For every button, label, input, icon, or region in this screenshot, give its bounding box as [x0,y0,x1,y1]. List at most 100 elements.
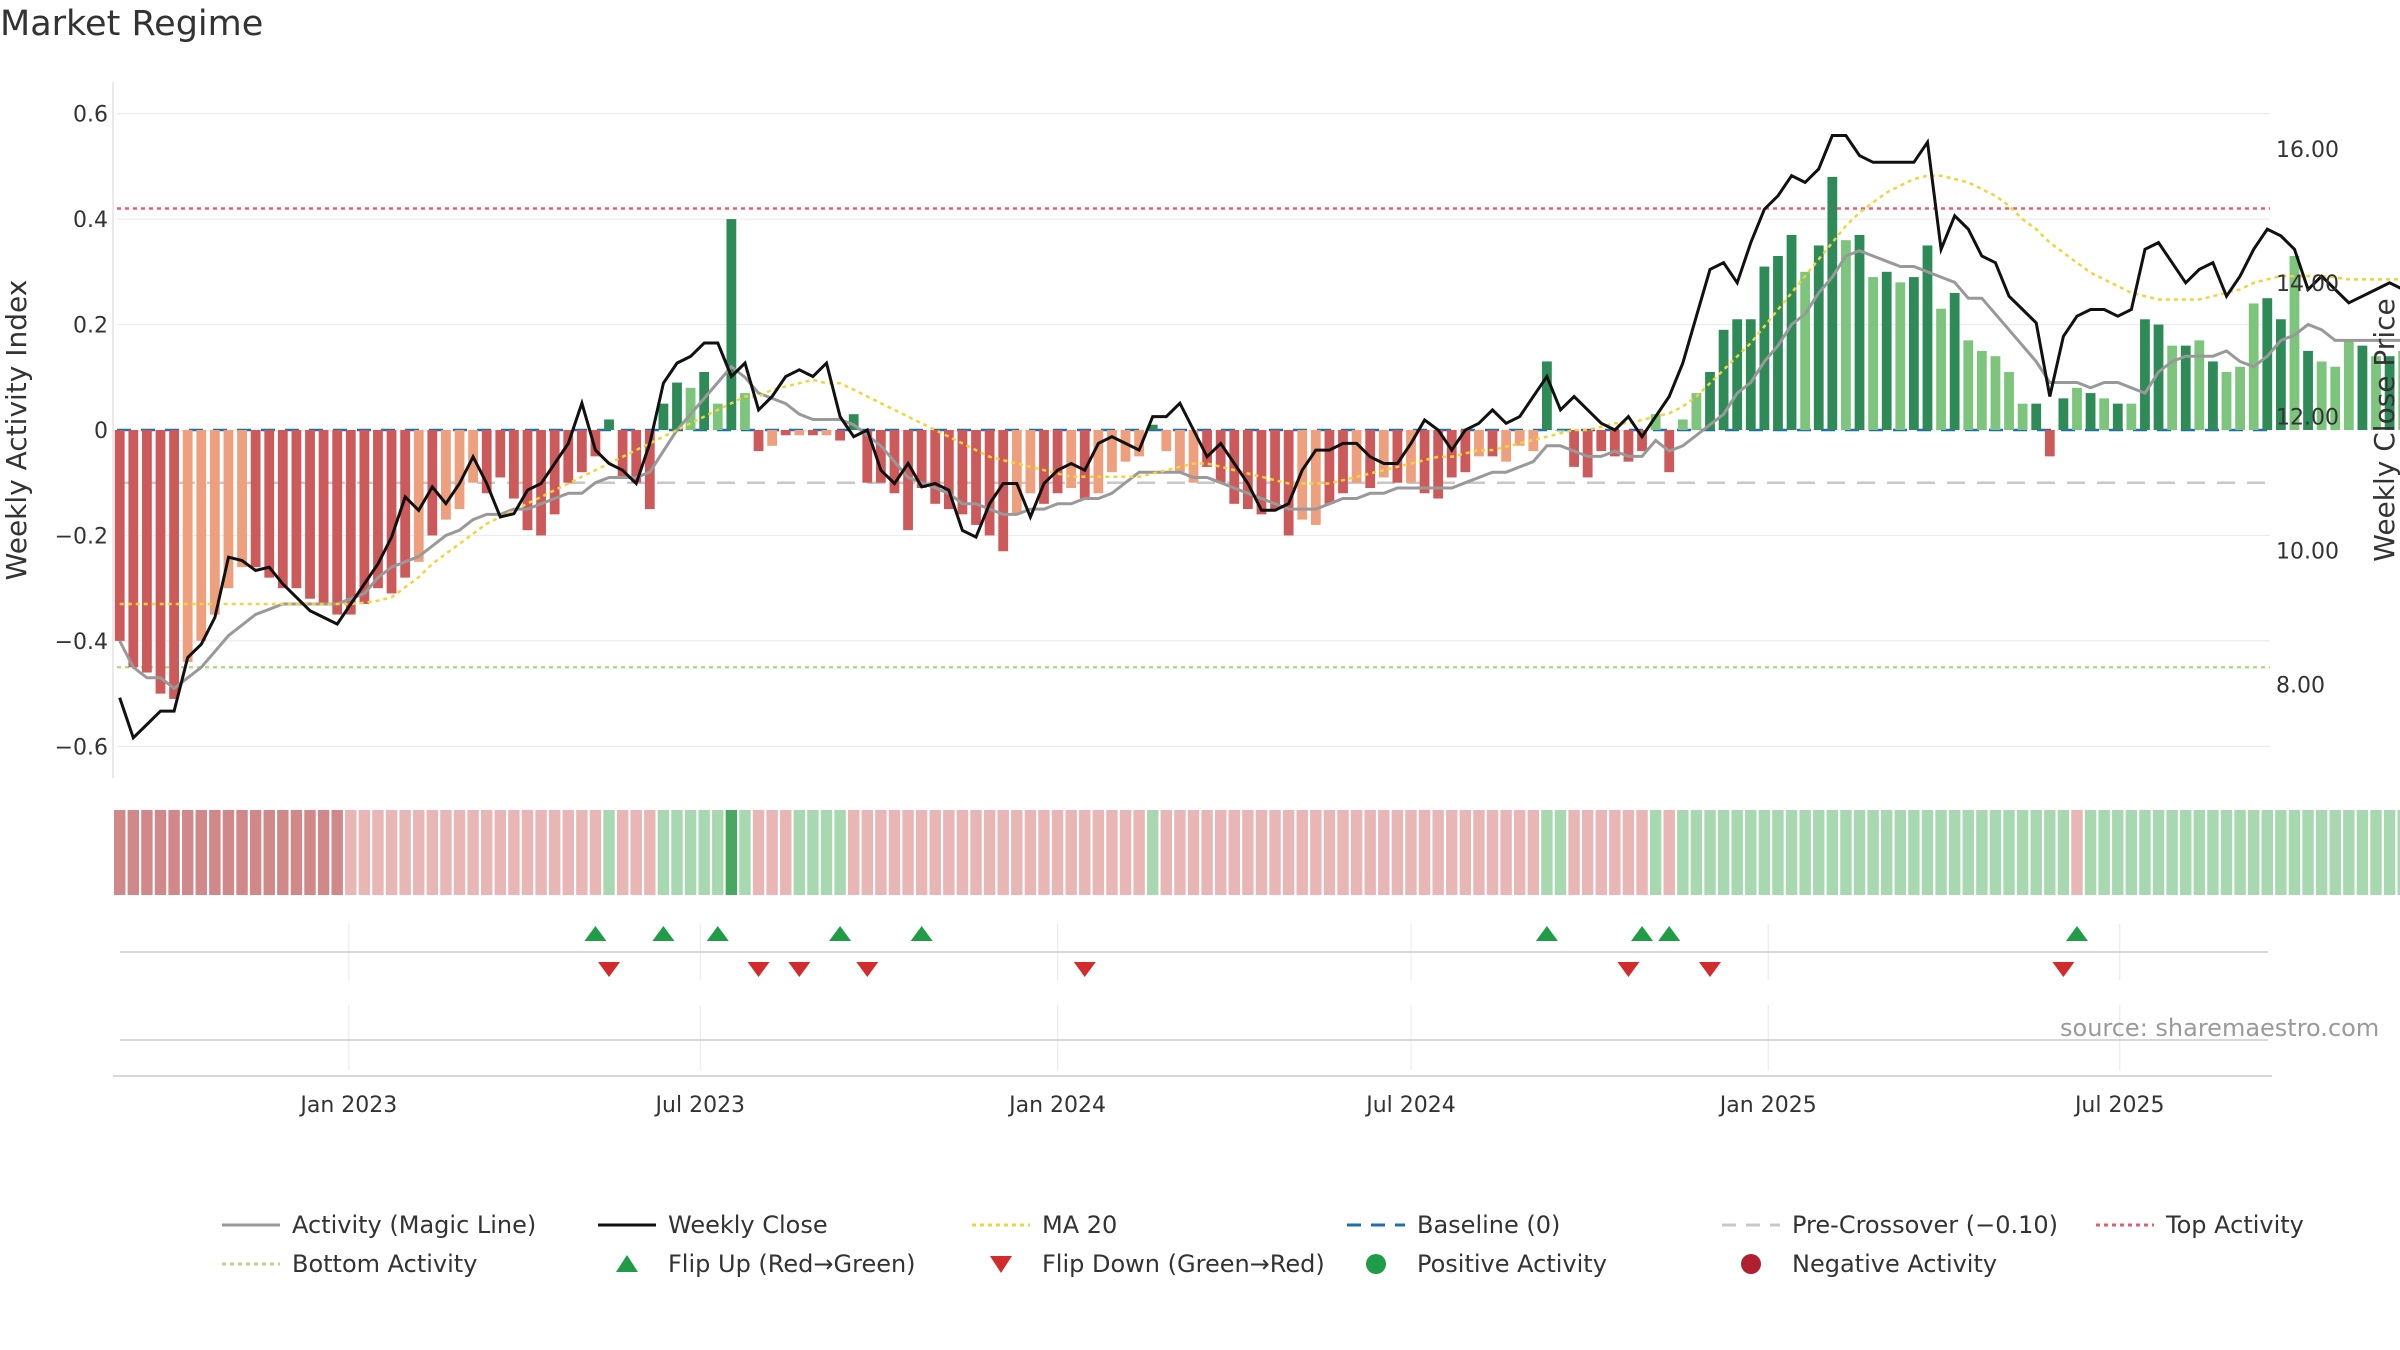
regime-cell [1214,810,1227,895]
regime-cell [2125,810,2138,895]
activity-bar [957,430,968,515]
regime-cell [1337,810,1349,895]
regime-cell [508,810,520,895]
regime-cell [1051,810,1064,895]
activity-bar [1365,430,1376,488]
regime-cell [2084,810,2097,895]
legend-label: Negative Activity [1792,1250,1997,1278]
activity-bar [2357,345,2368,430]
regime-cell [1147,810,1159,895]
regime-cell [875,810,887,895]
y2tick-label: 8.00 [2276,673,2325,698]
xtick-label: Jan 2024 [1007,1093,1106,1118]
activity-bar [155,430,166,694]
regime-cell [345,810,357,895]
regime-cell [249,810,262,895]
flip-up-marker [1535,926,1558,941]
regime-cell [1867,810,1879,895]
regime-cell [1731,810,1743,895]
flip-down-marker [2052,962,2075,977]
regime-cell [1677,810,1689,895]
regime-cell [997,810,1009,895]
activity-bar [2194,340,2205,430]
regime-cell [1432,810,1444,895]
flip-down-marker [747,962,770,977]
regime-cell [576,810,588,895]
xtick-label: Jul 2024 [1364,1093,1456,1118]
regime-cell [2030,810,2042,895]
activity-bar [1949,292,1960,430]
axes: 0.6 0.4 0.2 0 −0.2 −0.4 −0.6 16.00 14.00 12.00 10.… [0,82,2400,1118]
activity-bar [2044,430,2055,457]
regime-cell [1242,810,1254,895]
legend-label: Bottom Activity [292,1250,477,1278]
activity-bar [1718,329,1729,430]
regime-cell [1364,810,1376,895]
regime-cell [1514,810,1526,895]
activity-bar [1378,430,1389,478]
activity-bar [1406,430,1416,483]
activity-bar [726,219,737,430]
regime-cell [548,810,561,895]
activity-bar [767,430,778,446]
flip-down-marker [598,962,621,977]
activity-bar [291,430,302,589]
regime-cell [2152,810,2165,895]
regime-cell [331,810,343,895]
regime-strip [114,810,2400,895]
activity-bar [182,430,193,662]
activity-bar [1691,393,1702,430]
regime-cell [2057,810,2070,895]
flip-down-marker [856,962,879,977]
activity-bar [209,430,220,615]
legend-swatch [1741,1254,1761,1274]
activity-bar [903,430,913,531]
regime-cell [426,810,439,895]
activity-bar [264,430,275,578]
regime-cell [657,810,670,895]
activity-bar [2343,340,2354,430]
regime-cell [1418,810,1431,895]
regime-cell [1962,810,1974,895]
activity-bar [1976,350,1987,430]
activity-bar [794,430,805,436]
regime-cell [290,810,303,895]
legend-label: Flip Up (Red→Green) [668,1250,916,1278]
regime-cell [2343,810,2355,895]
regime-cell [2247,810,2260,895]
activity-bar [237,430,247,568]
regime-cell [1133,810,1145,895]
activity-bar [1745,319,1756,430]
activity-bar [2140,319,2150,430]
regime-cell [1391,810,1404,895]
regime-cell [1826,810,1839,895]
regime-cell [1011,810,1023,895]
activity-bar [1147,424,1158,430]
regime-cell [752,810,765,895]
regime-cell [671,810,683,895]
activity-bar [2085,393,2096,430]
regime-cell [589,810,602,895]
y2tick-label: 16.00 [2276,138,2339,163]
legend-label: Flip Down (Green→Red) [1042,1250,1325,1278]
grid [117,113,2270,1070]
weekly-close-line [118,134,2400,741]
regime-cell [1690,810,1703,895]
regime-cell [413,810,425,895]
activity-bar [1446,430,1457,478]
flip-up-marker [2065,926,2088,941]
regime-cell [494,810,507,895]
activity-bar [753,430,764,452]
regime-cell [372,810,384,895]
activity-bar [305,430,315,599]
activity-bar [2235,366,2245,430]
activity-bar [1025,430,1036,494]
regime-cell [2302,810,2314,895]
regime-cell [1255,810,1268,895]
activity-bar [522,430,533,531]
regime-cell [970,810,982,895]
activity-bar [1528,430,1539,452]
activity-bar [2262,298,2273,430]
activity-bar [1093,430,1104,494]
